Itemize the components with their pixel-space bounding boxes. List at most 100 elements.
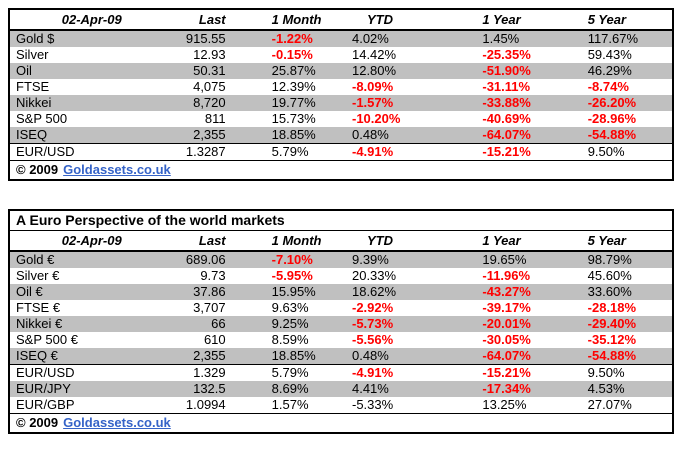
pct-1-month: 18.85% (271, 348, 316, 363)
column-header-last: Last (167, 230, 229, 252)
pct-ytd: 9.39% (351, 252, 389, 267)
last-value: 4,075 (193, 79, 226, 94)
row-label: Silver € (16, 268, 60, 283)
column-header-1-month: 1 Month (228, 9, 346, 31)
last-value: 610 (203, 332, 226, 347)
table-row: FTSE € 3,707 9.63% -2.92% -39.17% -28.18% (9, 300, 673, 316)
pct-ytd: 4.41% (351, 381, 389, 396)
table-row: S&P 500 € 610 8.59% -5.56% -30.05% -35.12% (9, 332, 673, 348)
pct-5-year: -28.96% (587, 111, 637, 126)
pct-5-year: -26.20% (587, 95, 637, 110)
last-value: 8,720 (193, 95, 226, 110)
pct-ytd: 12.80% (351, 63, 397, 78)
pct-ytd: 18.62% (351, 284, 397, 299)
pct-1-month: -1.22% (271, 31, 313, 46)
usd-header-row: 02-Apr-09 Last 1 Month YTD 1 Year 5 Year (9, 9, 673, 31)
pct-1-year: -43.27% (482, 284, 531, 299)
pct-1-month: 8.69% (271, 381, 309, 396)
pct-5-year: -29.40% (587, 316, 637, 331)
last-value: 50.31 (193, 63, 226, 78)
eur-table-title: A Euro Perspective of the world markets (9, 210, 673, 231)
last-value: 3,707 (193, 300, 226, 315)
row-label: FTSE € (16, 300, 61, 315)
row-label: EUR/USD (9, 143, 168, 161)
table-row: Gold $ 915.55 -1.22% 4.02% 1.45% 117.67% (9, 30, 673, 47)
pct-1-month: 15.95% (271, 284, 316, 299)
row-label: S&P 500 € (16, 332, 78, 347)
column-header-ytd: YTD (345, 230, 477, 252)
column-header-1-year: 1 Year (476, 230, 582, 252)
pct-1-month: -7.10% (271, 252, 313, 267)
pct-ytd: 0.48% (351, 348, 389, 363)
pct-1-year: -31.11% (482, 79, 531, 94)
table-row: EUR/JPY 132.5 8.69% 4.41% -17.34% 4.53% (9, 381, 673, 397)
pct-1-year: -64.07% (482, 127, 531, 142)
pct-ytd: -5.56% (351, 332, 394, 347)
pct-ytd: -4.91% (345, 143, 477, 161)
pct-ytd: -10.20% (351, 111, 401, 126)
pct-1-year: -30.05% (482, 332, 531, 347)
column-header-last: Last (167, 9, 229, 31)
row-label: Nikkei (16, 95, 52, 110)
table-row: S&P 500 811 15.73% -10.20% -40.69% -28.96% (9, 111, 673, 127)
pct-1-month: 25.87% (271, 63, 316, 78)
row-label: Oil € (16, 284, 43, 299)
table-row: Oil 50.31 25.87% 12.80% -51.90% 46.29% (9, 63, 673, 79)
last-value: 1.0994 (185, 397, 226, 412)
column-header-5-year: 5 Year (581, 9, 673, 31)
last-value: 9.73 (200, 268, 226, 283)
pct-5-year: 98.79% (587, 252, 632, 267)
copyright-text: © 2009 (16, 162, 59, 177)
pct-5-year: 9.50% (581, 143, 673, 161)
usd-market-table: 02-Apr-09 Last 1 Month YTD 1 Year 5 Year… (8, 8, 674, 181)
pct-ytd: -4.91% (345, 364, 477, 381)
pct-1-year: 19.65% (482, 252, 527, 267)
pct-5-year: 117.67% (587, 31, 639, 46)
pct-1-month: -0.15% (271, 47, 313, 62)
table-row: FTSE 4,075 12.39% -8.09% -31.11% -8.74% (9, 79, 673, 95)
last-value: 915.55 (185, 31, 226, 46)
pct-1-month: 5.79% (228, 143, 346, 161)
pct-1-year: -17.34% (482, 381, 531, 396)
pct-1-month: 18.85% (271, 127, 316, 142)
pct-1-year: -11.96% (482, 268, 531, 283)
row-label: ISEQ € (16, 348, 58, 363)
table-row: EUR/USD 1.3287 5.79% -4.91% -15.21% 9.50% (9, 143, 673, 161)
eur-copyright-row: © 2009 Goldassets.co.uk (9, 413, 673, 433)
usd-date-header: 02-Apr-09 (9, 9, 168, 31)
row-label: Nikkei € (16, 316, 63, 331)
pct-ytd: -2.92% (351, 300, 394, 315)
page: 02-Apr-09 Last 1 Month YTD 1 Year 5 Year… (8, 8, 674, 434)
pct-1-month: 15.73% (271, 111, 316, 126)
row-label: ISEQ (16, 127, 48, 142)
pct-1-month: 9.25% (271, 316, 309, 331)
goldassets-link[interactable]: Goldassets.co.uk (63, 415, 171, 430)
last-value: 811 (204, 111, 226, 126)
pct-ytd: 4.02% (351, 31, 389, 46)
pct-5-year: 4.53% (587, 381, 625, 396)
pct-5-year: -35.12% (587, 332, 637, 347)
eur-table-title-row: A Euro Perspective of the world markets (9, 210, 673, 231)
last-value: 689.06 (185, 252, 226, 267)
table-row: ISEQ € 2,355 18.85% 0.48% -64.07% -54.88% (9, 348, 673, 365)
eur-header-row: 02-Apr-09 Last 1 Month YTD 1 Year 5 Year (9, 230, 673, 252)
last-value: 1.329 (167, 364, 229, 381)
pct-ytd: 14.42% (351, 47, 397, 62)
pct-ytd: -1.57% (351, 95, 394, 110)
pct-1-year: -20.01% (482, 316, 531, 331)
pct-5-year: 9.50% (581, 364, 673, 381)
pct-ytd: 0.48% (351, 127, 389, 142)
table-row: Nikkei 8,720 19.77% -1.57% -33.88% -26.20% (9, 95, 673, 111)
last-value: 12.93 (193, 47, 226, 62)
pct-5-year: 33.60% (587, 284, 632, 299)
row-label: EUR/GBP (16, 397, 75, 412)
goldassets-link[interactable]: Goldassets.co.uk (63, 162, 171, 177)
pct-5-year: -28.18% (587, 300, 637, 315)
eur-date-header: 02-Apr-09 (9, 230, 168, 252)
pct-5-year: -54.88% (587, 127, 637, 142)
copyright-text: © 2009 (16, 415, 59, 430)
last-value: 2,355 (193, 348, 226, 363)
row-label: Oil (16, 63, 32, 78)
pct-ytd: -5.33% (351, 397, 394, 412)
table-row: ISEQ 2,355 18.85% 0.48% -64.07% -54.88% (9, 127, 673, 144)
